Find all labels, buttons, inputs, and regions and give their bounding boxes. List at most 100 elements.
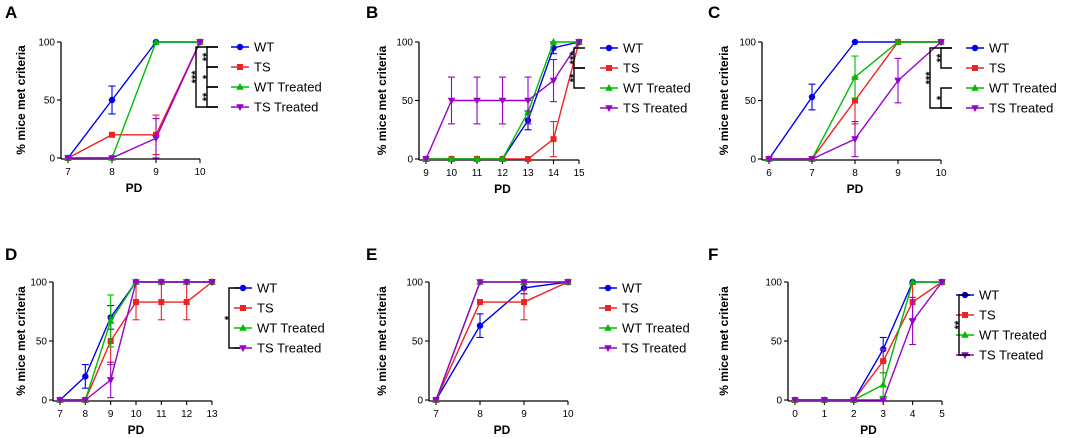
panel-letter: E: [366, 245, 377, 264]
x-tick-label: 9: [895, 168, 901, 179]
chart-panel-e: E 0 50 100 7 8 9 10 PD % mice met criteria WT TS WT …: [366, 245, 690, 437]
legend: WT TS WT Treated TS Treated: [599, 281, 690, 356]
data-point: [765, 156, 773, 163]
y-tick-label: 0: [417, 396, 423, 407]
legend-item: TS: [234, 301, 274, 316]
x-tick-label: 4: [910, 409, 916, 420]
series-line-segment: [854, 41, 899, 101]
series-line-segment: [854, 41, 899, 78]
bracket-line: [228, 287, 240, 349]
legend-item: WT: [599, 281, 642, 296]
legend-swatch-marker: [236, 104, 244, 111]
series-line-segment: [882, 281, 914, 350]
legend-item: WT: [600, 41, 643, 56]
y-axis-title: % mice met criteria: [375, 286, 389, 396]
legend-item: WT Treated: [234, 321, 325, 336]
x-tick-label: 13: [522, 168, 534, 179]
x-tick-label: 0: [792, 409, 798, 420]
panel-letter: C: [708, 3, 720, 22]
y-axis-title: % mice met criteria: [717, 45, 731, 155]
data-point: [851, 136, 859, 144]
data-point: [477, 299, 483, 306]
y-tick-label: 0: [750, 155, 756, 166]
legend-item: TS Treated: [599, 341, 686, 356]
significance-bracket: *: [223, 287, 240, 349]
x-tick-label: 7: [433, 409, 439, 420]
x-tick-label: 6: [766, 168, 772, 179]
significance-bracket: **: [201, 86, 218, 108]
x-tick-label: 14: [548, 168, 560, 179]
data-point: [108, 96, 116, 104]
series-line-segment: [527, 41, 555, 113]
y-tick-label: 50: [44, 96, 56, 107]
series-line-segment: [811, 138, 856, 160]
significance-bracket: *: [935, 87, 952, 109]
series-line-segment: [527, 138, 554, 160]
significance-bracket: **: [568, 67, 585, 89]
x-tick-label: 9: [521, 409, 527, 420]
data-point: [894, 38, 902, 45]
data-point: [851, 73, 859, 80]
y-tick-label: 0: [41, 396, 47, 407]
x-tick-label: 10: [130, 409, 142, 420]
series-ts-treated: [56, 279, 216, 404]
data-point: [196, 39, 204, 46]
series-line-segment: [854, 80, 899, 140]
legend: WT TS WT Treated TS Treated: [231, 40, 322, 115]
legend-label: WT: [257, 281, 277, 296]
x-axis-title: PD: [847, 182, 864, 196]
series-line-segment: [553, 41, 580, 49]
legend-label: WT Treated: [254, 80, 322, 95]
legend: WT TS WT Treated TS Treated: [956, 288, 1047, 363]
x-tick-label: 8: [109, 167, 115, 178]
series-line-segment: [882, 320, 914, 401]
data-point: [106, 316, 115, 324]
series-line-segment: [811, 41, 856, 98]
chart-panel-d: D 0 50 100 7 8 9 10 11 12 13 PD % mice met criteria W…: [5, 245, 325, 437]
series-line-segment: [435, 325, 481, 401]
series-line-segment: [912, 281, 943, 303]
legend-swatch-marker: [237, 64, 243, 70]
legend-label: WT Treated: [257, 321, 325, 336]
series-line-segment: [59, 375, 86, 401]
series-ts-treated: [791, 279, 946, 404]
legend-label: WT Treated: [979, 328, 1047, 343]
significance-label: **: [201, 92, 213, 101]
chart-panel-b: B 0 50 100 9 10 11 12 13 14 15 PD % mice met criteri…: [366, 3, 691, 196]
data-point: [524, 97, 532, 105]
data-point: [937, 39, 945, 46]
legend-swatch-marker: [962, 312, 968, 318]
x-tick-label: 10: [194, 167, 206, 178]
legend-label: TS Treated: [623, 101, 687, 116]
data-point: [432, 397, 440, 404]
data-point: [791, 397, 799, 404]
x-axis-title: PD: [126, 181, 143, 195]
data-point: [133, 299, 139, 306]
y-axis-title: % mice met criteria: [14, 286, 28, 396]
series-line-segment: [111, 41, 157, 159]
data-point: [106, 377, 115, 384]
significance-label: **: [201, 52, 213, 61]
legend-label: TS: [257, 301, 274, 316]
legend-item: TS: [600, 61, 640, 76]
panel-letter: F: [708, 245, 718, 264]
data-point: [894, 77, 902, 85]
legend-label: WT: [979, 288, 999, 303]
data-point: [820, 397, 829, 404]
legend-item: WT Treated: [231, 80, 322, 95]
x-tick-label: 7: [65, 167, 71, 178]
data-point: [879, 397, 887, 404]
y-axis-title: % mice met criteria: [717, 286, 731, 396]
bracket-line: [958, 294, 970, 356]
panel-letter: B: [366, 3, 378, 22]
series-wt: [432, 278, 572, 404]
legend: WT TS WT Treated TS Treated: [234, 281, 325, 356]
series-line-segment: [84, 320, 112, 401]
y-tick-label: 0: [49, 154, 55, 165]
y-tick-label: 100: [30, 278, 47, 289]
series-line-segment: [111, 137, 157, 159]
y-tick-label: 50: [412, 337, 424, 348]
x-tick-label: 10: [562, 409, 574, 420]
